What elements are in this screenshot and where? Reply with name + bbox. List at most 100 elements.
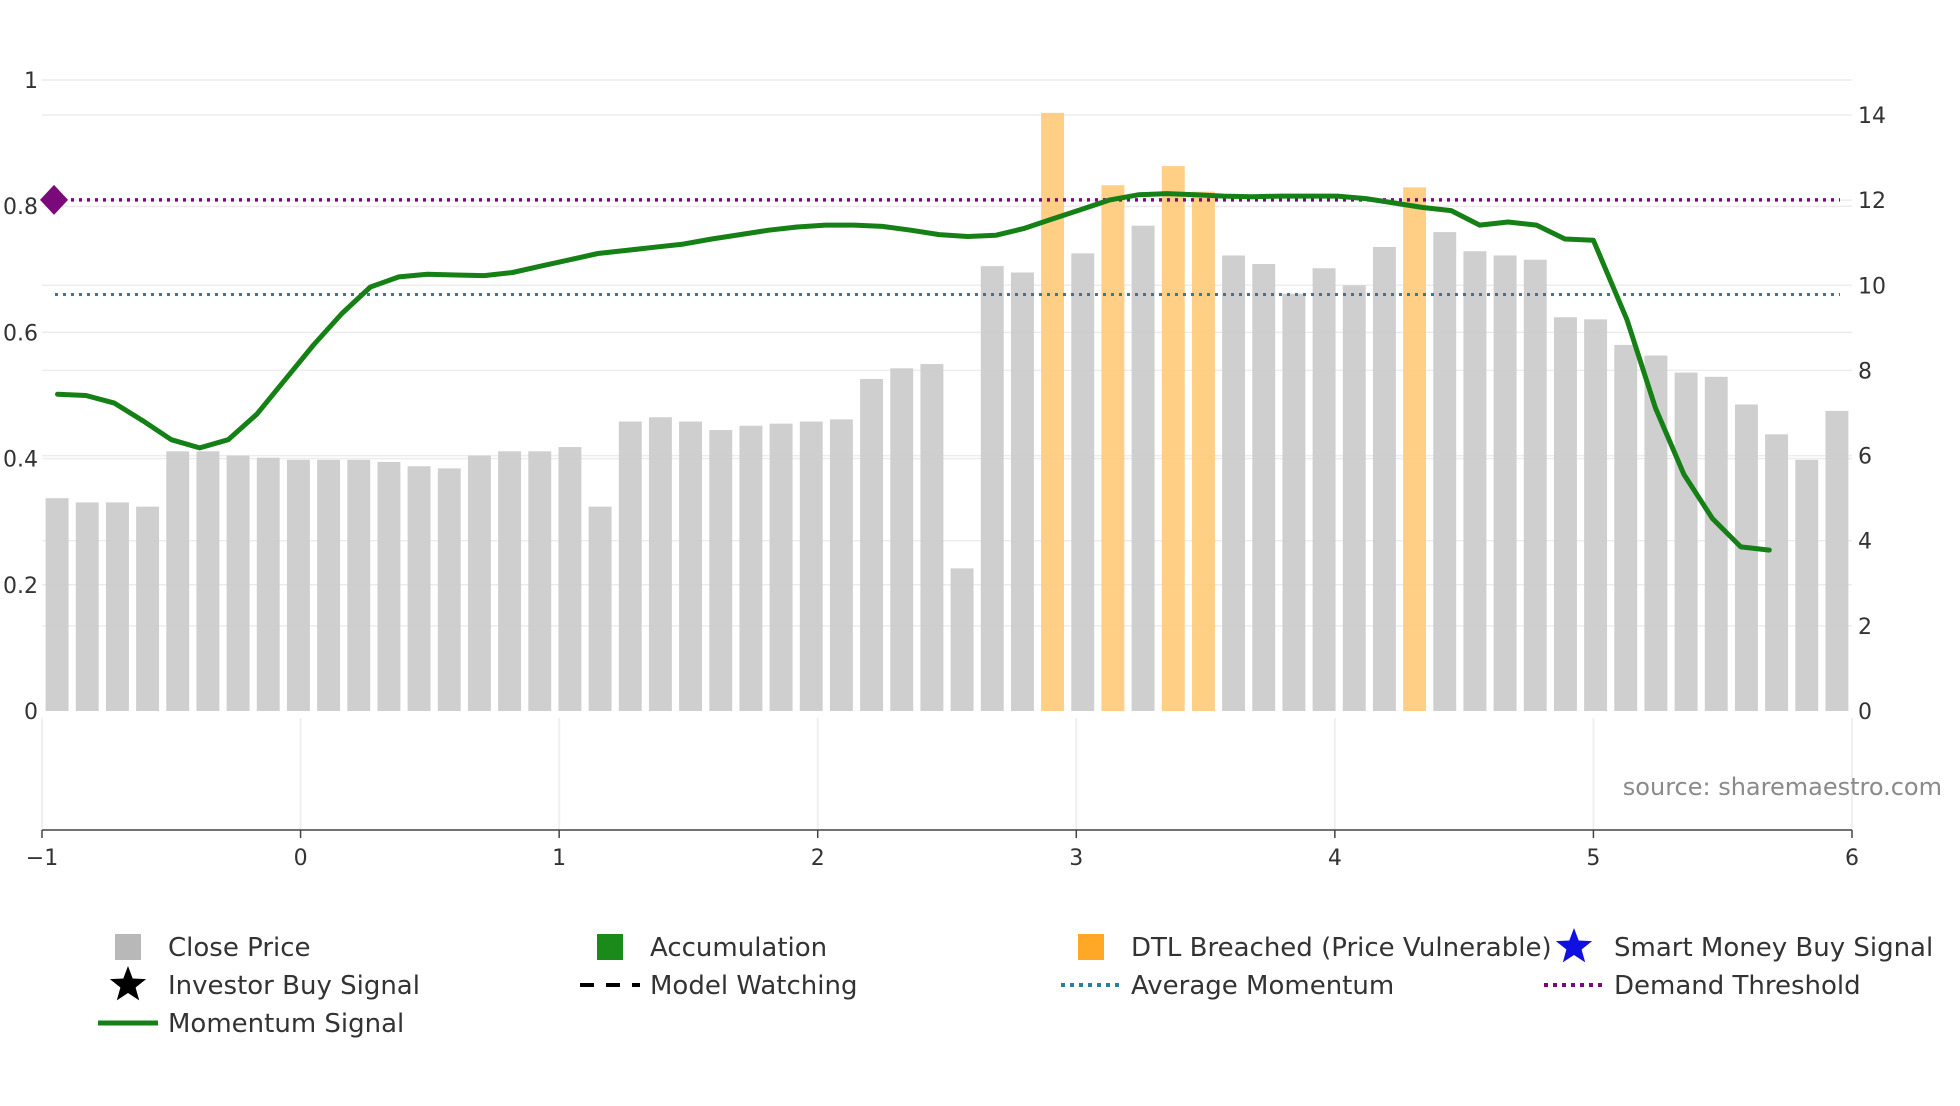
legend-item: Close Price [115,933,311,963]
close-price-bar [1131,225,1155,711]
demand-marker-diamond [40,184,68,215]
close-price-bar [1765,434,1789,711]
x-axis-tick-label: 5 [1586,846,1600,871]
right-axis-tick-label: 2 [1858,615,1872,640]
legend-label: Average Momentum [1131,971,1394,1001]
dtl-breached-bar [1161,166,1185,712]
left-axis-tick-label: 0.2 [3,574,38,599]
x-axis-tick-label: 2 [811,846,825,871]
legend-label: Investor Buy Signal [168,971,420,1001]
right-axis-tick-label: 0 [1858,700,1872,725]
left-axis-tick-label: 1 [24,69,38,94]
price-bars [45,112,1849,712]
left-axis-tick-label: 0.8 [3,195,38,220]
close-price-bar [1372,246,1396,711]
gridlines [41,79,1853,830]
close-price-legend-symbol [115,934,141,960]
legend-item: Investor Buy Signal [109,966,420,1001]
close-price-bar [1071,253,1095,711]
signal-lines [40,184,1840,553]
close-price-bar [679,421,703,711]
smart-money-buy-signal-legend-symbol [1555,928,1593,963]
close-price-bar [769,423,793,711]
close-price-bar [45,498,69,711]
source-note: source: sharemaestro.com [1623,773,1942,801]
close-price-bar [1342,285,1366,711]
close-price-bar [437,468,461,711]
legend-item: Demand Threshold [1544,971,1861,1001]
close-price-bar [377,461,401,711]
close-price-bar [317,459,341,711]
close-price-bar [105,502,129,711]
right-axis-tick-label: 6 [1858,445,1872,470]
dtl-breached-bar [1041,112,1065,711]
legend-label: Momentum Signal [168,1009,404,1039]
right-axis-tick-label: 12 [1858,189,1886,214]
close-price-bar [860,378,884,711]
close-price-bar [347,459,371,711]
legend-label: Close Price [168,933,311,963]
close-price-bar [1493,255,1517,711]
left-axis-tick-label: 0.6 [3,321,38,346]
close-price-bar [1553,317,1577,711]
close-price-bar [829,419,853,711]
close-price-bar [498,451,522,711]
dtl-breached-bar [1101,185,1125,711]
legend-label: Smart Money Buy Signal [1614,933,1933,963]
close-price-bar [286,459,310,711]
close-price-bar [467,455,491,711]
accumulation-legend-symbol [597,934,623,960]
legend-item: Average Momentum [1061,971,1394,1001]
close-price-bar [558,447,582,711]
close-price-bar [618,421,642,711]
close-price-bar [709,430,733,711]
close-price-bar [1674,372,1698,711]
close-price-bar [648,417,672,711]
close-price-bar [196,451,220,711]
x-axis-tick-label: 3 [1069,846,1083,871]
close-price-bar [75,502,99,711]
legend-item: Momentum Signal [98,1009,404,1039]
close-price-bar [1584,319,1608,711]
x-axis-tick-label: −1 [26,846,58,871]
close-price-bar [407,466,431,711]
left-axis-tick-label: 0.4 [3,448,38,473]
legend-label: Accumulation [650,933,827,963]
legend-label: Model Watching [650,971,857,1001]
legend-label: DTL Breached (Price Vulnerable) [1131,933,1552,963]
close-price-bar [136,506,160,711]
close-price-bar [1463,251,1487,711]
close-price-bar [528,451,552,711]
right-axis-tick-label: 8 [1858,359,1872,384]
left-axis-tick-label: 0 [24,700,38,725]
close-price-bar [920,364,944,711]
close-price-bar [739,425,763,711]
close-price-bar [1704,376,1728,711]
close-price-bar [1644,355,1668,711]
right-axis-tick-label: 14 [1858,104,1886,129]
close-price-bar [256,457,280,711]
close-price-bar [226,455,250,711]
dtl-breached-bar [1403,187,1427,711]
legend-item: Accumulation [597,933,827,963]
right-axis-tick-label: 4 [1858,530,1872,555]
x-axis-tick-label: 0 [294,846,308,871]
close-price-bar [1312,268,1336,711]
x-axis-tick-label: 4 [1328,846,1342,871]
legend-label: Demand Threshold [1614,971,1861,1001]
close-price-bar [950,568,974,711]
close-price-bar [1282,293,1306,711]
close-price-bar [890,368,914,711]
close-price-bar [1614,344,1638,711]
investor-buy-signal-legend-symbol [109,966,147,1001]
close-price-bar [166,451,190,711]
close-price-bar [1734,404,1758,711]
dtl-breached-price-vulnerable-legend-symbol [1078,934,1104,960]
momentum-signal-line [55,191,1772,553]
legend: Close Price Accumulation DTL Breached (Pri… [98,928,1933,1039]
dtl-breached-bar [1191,191,1215,712]
x-axis-tick-label: 6 [1845,846,1859,871]
close-price-bar [588,506,612,711]
